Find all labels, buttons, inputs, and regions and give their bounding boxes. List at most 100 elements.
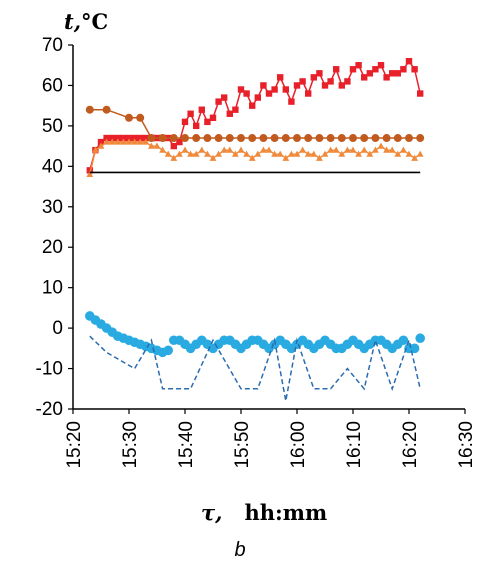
data-point bbox=[271, 150, 278, 157]
data-point bbox=[204, 118, 211, 126]
x-tick-label: 15:20 bbox=[64, 421, 85, 469]
data-point bbox=[310, 150, 318, 157]
figure-caption: b bbox=[234, 539, 245, 561]
data-point bbox=[187, 150, 194, 157]
axes bbox=[68, 44, 466, 414]
data-point bbox=[416, 150, 424, 157]
data-point bbox=[355, 62, 362, 69]
data-point bbox=[125, 134, 133, 142]
data-point bbox=[277, 74, 284, 81]
data-point bbox=[415, 333, 426, 344]
y-tick-label: 40 bbox=[42, 156, 63, 177]
data-point bbox=[103, 138, 110, 145]
data-point bbox=[203, 134, 212, 143]
data-point bbox=[304, 134, 313, 143]
data-point bbox=[237, 146, 245, 153]
data-point bbox=[416, 134, 425, 143]
data-point bbox=[85, 105, 94, 114]
data-point bbox=[92, 146, 99, 153]
data-point bbox=[220, 146, 228, 153]
data-point bbox=[377, 142, 385, 149]
data-point bbox=[270, 134, 279, 143]
series-5 bbox=[89, 335, 421, 402]
y-tick-label: -10 bbox=[36, 359, 63, 380]
series-line bbox=[89, 141, 421, 175]
data-point bbox=[265, 146, 273, 153]
x-tick-label: 15:30 bbox=[120, 421, 141, 469]
data-point bbox=[383, 146, 390, 153]
data-point bbox=[103, 134, 110, 142]
data-point bbox=[388, 146, 396, 153]
data-point bbox=[221, 94, 228, 101]
data-point bbox=[299, 78, 306, 85]
data-point bbox=[181, 134, 189, 143]
y-axis-var: t, bbox=[64, 9, 81, 34]
data-point bbox=[349, 134, 357, 143]
data-point bbox=[198, 106, 205, 113]
data-point bbox=[265, 90, 273, 97]
data-point bbox=[398, 335, 409, 346]
data-point bbox=[394, 70, 401, 77]
data-point bbox=[214, 134, 223, 143]
data-point bbox=[293, 150, 301, 157]
data-point bbox=[248, 134, 257, 143]
data-point bbox=[176, 138, 183, 146]
data-point bbox=[394, 150, 402, 157]
data-point bbox=[153, 142, 161, 149]
data-point bbox=[125, 138, 133, 145]
data-point bbox=[181, 118, 189, 126]
data-point bbox=[169, 134, 178, 143]
x-tick-label: 15:40 bbox=[176, 421, 197, 469]
y-tick-label: 50 bbox=[42, 116, 63, 137]
data-point bbox=[120, 134, 127, 142]
data-point bbox=[382, 134, 391, 143]
data-point bbox=[405, 150, 413, 157]
data-point bbox=[411, 154, 418, 161]
data-point bbox=[316, 70, 323, 77]
data-point bbox=[108, 138, 116, 145]
data-point bbox=[276, 150, 284, 157]
x-tick-label: 16:00 bbox=[288, 421, 309, 469]
data-point bbox=[361, 74, 368, 81]
data-point bbox=[271, 86, 278, 93]
data-point bbox=[237, 86, 245, 93]
data-point bbox=[315, 134, 324, 143]
data-point bbox=[305, 90, 312, 97]
data-point bbox=[417, 90, 424, 97]
data-point bbox=[372, 146, 379, 153]
series-1 bbox=[85, 105, 425, 143]
x-tick-label: 16:10 bbox=[344, 421, 365, 469]
data-point bbox=[293, 82, 301, 89]
data-point bbox=[249, 102, 256, 109]
data-point bbox=[400, 66, 407, 73]
data-point bbox=[209, 114, 217, 121]
y-tick-label: -20 bbox=[36, 399, 63, 420]
data-point bbox=[355, 150, 362, 157]
data-point bbox=[372, 66, 379, 73]
plot-series bbox=[85, 57, 426, 402]
data-point bbox=[344, 78, 351, 85]
data-point bbox=[338, 82, 345, 89]
data-point bbox=[125, 113, 133, 122]
data-point bbox=[131, 138, 138, 145]
data-point bbox=[338, 150, 346, 157]
data-point bbox=[366, 150, 374, 157]
data-point bbox=[97, 138, 105, 146]
x-axis-var: τ, bbox=[201, 500, 222, 525]
data-point bbox=[344, 146, 351, 153]
data-point bbox=[405, 134, 413, 143]
data-point bbox=[86, 167, 93, 174]
data-point bbox=[176, 150, 183, 157]
data-point bbox=[159, 146, 166, 153]
data-point bbox=[170, 142, 177, 150]
data-point bbox=[248, 154, 256, 161]
data-point bbox=[181, 146, 189, 153]
data-point bbox=[349, 146, 357, 153]
data-point bbox=[327, 78, 334, 85]
x-tick-label: 15:50 bbox=[232, 421, 253, 469]
data-point bbox=[147, 134, 156, 143]
data-point bbox=[366, 70, 373, 77]
data-point bbox=[215, 98, 222, 105]
data-point bbox=[282, 154, 290, 161]
